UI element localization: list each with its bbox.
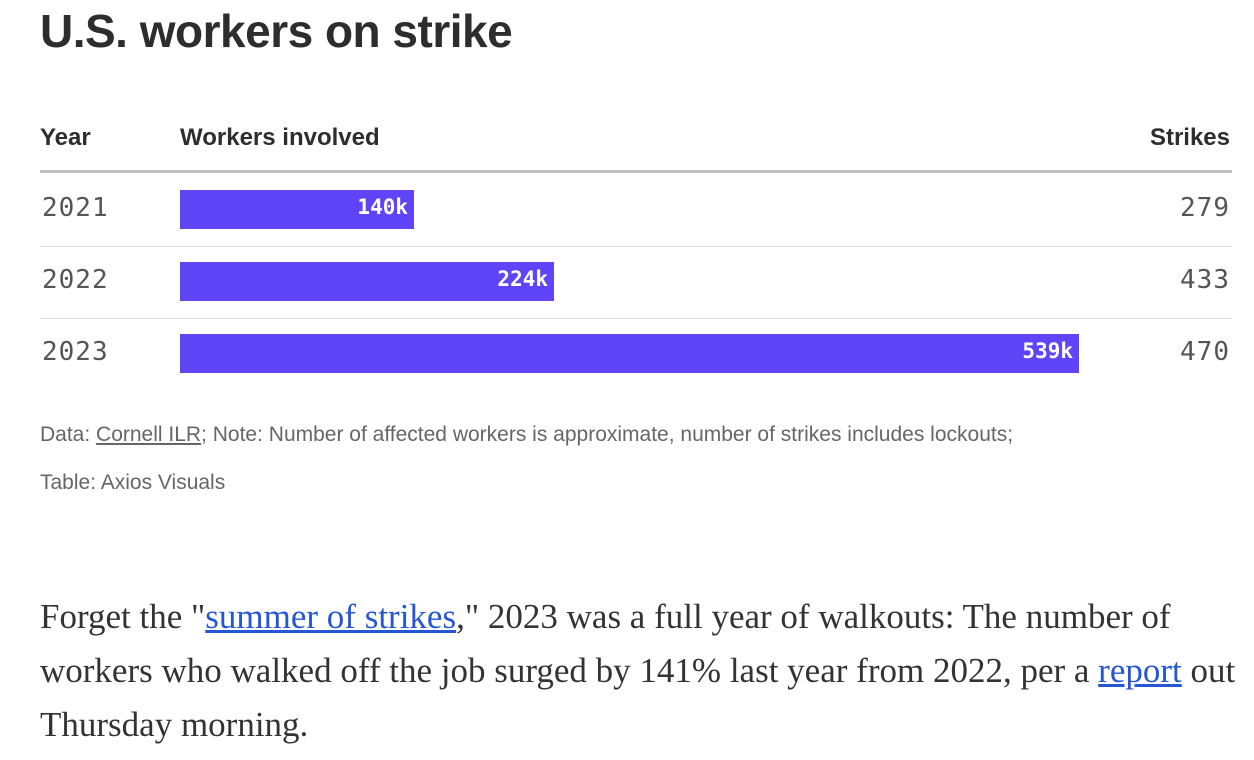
- column-header-strikes: Strikes: [1149, 124, 1230, 151]
- strikes-value: 433: [1180, 265, 1230, 295]
- source-link[interactable]: Cornell ILR: [96, 423, 202, 446]
- report-link[interactable]: report: [1098, 651, 1182, 690]
- article-text-3: out Thursday morning.: [40, 651, 1236, 744]
- article-paragraph: Forget the "summer of strikes," 2023 was…: [40, 590, 1240, 752]
- year-label: 2022: [42, 265, 109, 295]
- row-divider: [40, 318, 1232, 319]
- bar-value-label: 140k: [357, 195, 408, 219]
- data-note-text: ; Note: Number of affected workers is ap…: [201, 423, 1014, 446]
- data-note-prefix: Data:: [40, 423, 97, 446]
- summer-of-strikes-link[interactable]: summer of strikes: [205, 597, 457, 636]
- strikes-value: 279: [1180, 193, 1230, 223]
- article-text-1: Forget the ": [40, 597, 206, 636]
- workers-bar: 224k: [180, 262, 554, 301]
- chart-title: U.S. workers on strike: [40, 5, 513, 57]
- bar-value-label: 539k: [1022, 339, 1073, 363]
- table-credit: Table: Axios Visuals: [40, 471, 226, 494]
- strikes-value: 470: [1180, 337, 1230, 367]
- data-note: Data: Cornell ILR; Note: Number of affec…: [40, 423, 1013, 447]
- year-label: 2021: [42, 193, 109, 223]
- year-label: 2023: [42, 337, 109, 367]
- row-divider: [40, 246, 1232, 247]
- workers-bar: 539k: [180, 334, 1079, 373]
- workers-bar: 140k: [180, 190, 414, 229]
- bar-value-label: 224k: [497, 267, 548, 291]
- article-text-2: ," 2023 was a full year of walkouts: The…: [40, 597, 1171, 690]
- column-header-year: Year: [40, 124, 91, 151]
- column-header-workers: Workers involved: [180, 124, 380, 151]
- header-divider: [40, 170, 1232, 173]
